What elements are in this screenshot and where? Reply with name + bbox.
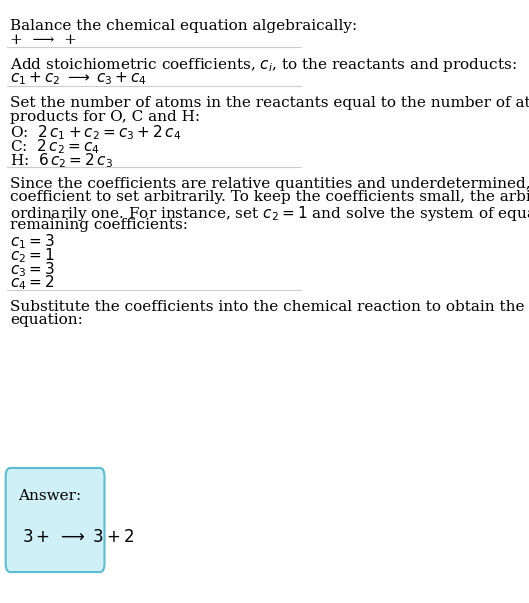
Text: equation:: equation: — [10, 314, 83, 327]
Text: Substitute the coefficients into the chemical reaction to obtain the balanced: Substitute the coefficients into the che… — [10, 300, 529, 314]
Text: C:  $2\,c_2 = c_4$: C: $2\,c_2 = c_4$ — [10, 137, 99, 156]
Text: Set the number of atoms in the reactants equal to the number of atoms in the: Set the number of atoms in the reactants… — [10, 96, 529, 110]
Text: O:  $2\,c_1 + c_2 = c_3 + 2\,c_4$: O: $2\,c_1 + c_2 = c_3 + 2\,c_4$ — [10, 124, 181, 142]
Text: Answer:: Answer: — [17, 489, 81, 503]
Text: Balance the chemical equation algebraically:: Balance the chemical equation algebraica… — [10, 19, 358, 33]
Text: H:  $6\,c_2 = 2\,c_3$: H: $6\,c_2 = 2\,c_3$ — [10, 151, 113, 170]
Text: products for O, C and H:: products for O, C and H: — [10, 110, 200, 124]
Text: $c_1 = 3$: $c_1 = 3$ — [10, 233, 55, 251]
Text: coefficient to set arbitrarily. To keep the coefficients small, the arbitrary va: coefficient to set arbitrarily. To keep … — [10, 191, 529, 204]
Text: Add stoichiometric coefficients, $c_i$, to the reactants and products:: Add stoichiometric coefficients, $c_i$, … — [10, 57, 517, 75]
Text: $c_1 + c_2 \;\longrightarrow\; c_3 + c_4$: $c_1 + c_2 \;\longrightarrow\; c_3 + c_4… — [10, 71, 147, 87]
Text: $c_3 = 3$: $c_3 = 3$ — [10, 260, 55, 279]
Text: $3 +  \;\longrightarrow\; 3 + 2$: $3 + \;\longrightarrow\; 3 + 2$ — [22, 529, 134, 546]
Text: $c_2 = 1$: $c_2 = 1$ — [10, 246, 55, 265]
Text: Since the coefficients are relative quantities and underdetermined, choose a: Since the coefficients are relative quan… — [10, 177, 529, 191]
Text: ordinarily one. For instance, set $c_2 = 1$ and solve the system of equations fo: ordinarily one. For instance, set $c_2 =… — [10, 204, 529, 223]
Text: remaining coefficients:: remaining coefficients: — [10, 218, 188, 232]
Text: $c_4 = 2$: $c_4 = 2$ — [10, 274, 54, 292]
FancyBboxPatch shape — [6, 468, 105, 572]
Text: +  ⟶  +: + ⟶ + — [10, 33, 77, 46]
